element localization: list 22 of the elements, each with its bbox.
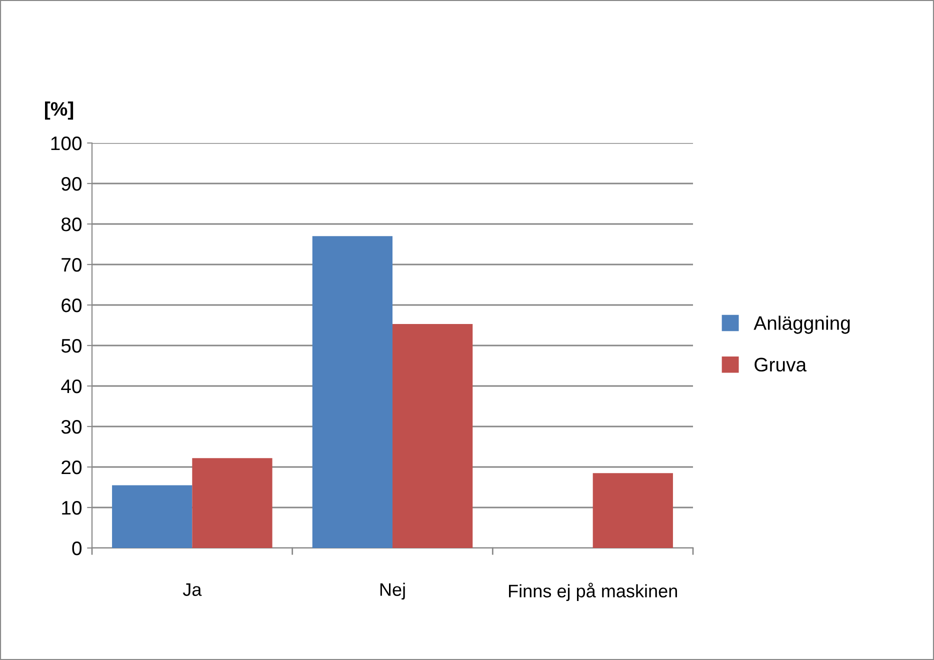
y-tick-label: 60 <box>62 298 82 312</box>
y-tick-label: 10 <box>62 500 82 515</box>
bar <box>392 324 473 548</box>
y-tick-label: 40 <box>61 379 82 394</box>
bar <box>312 236 392 548</box>
x-tick-label: Ja <box>182 583 202 596</box>
y-tick-label: 20 <box>62 460 82 474</box>
bar <box>192 458 272 548</box>
y-tick-label: 50 <box>61 338 82 353</box>
legend-label: Anläggning <box>754 316 850 334</box>
y-tick-label: 30 <box>61 420 82 434</box>
y-tick-label: 70 <box>62 258 82 272</box>
y-tick-label: 80 <box>61 217 82 232</box>
y-tick-label: 0 <box>72 541 82 556</box>
bar <box>112 485 192 548</box>
bar <box>592 473 673 548</box>
y-tick-label: 90 <box>62 176 82 191</box>
x-tick-label: Finns ej på maskinen <box>509 582 677 602</box>
legend-label: Gruva <box>754 358 807 372</box>
x-tick-label: Nej <box>380 582 405 600</box>
y-tick-label: 100 <box>51 136 82 150</box>
y-axis-title: [%] <box>45 102 74 120</box>
